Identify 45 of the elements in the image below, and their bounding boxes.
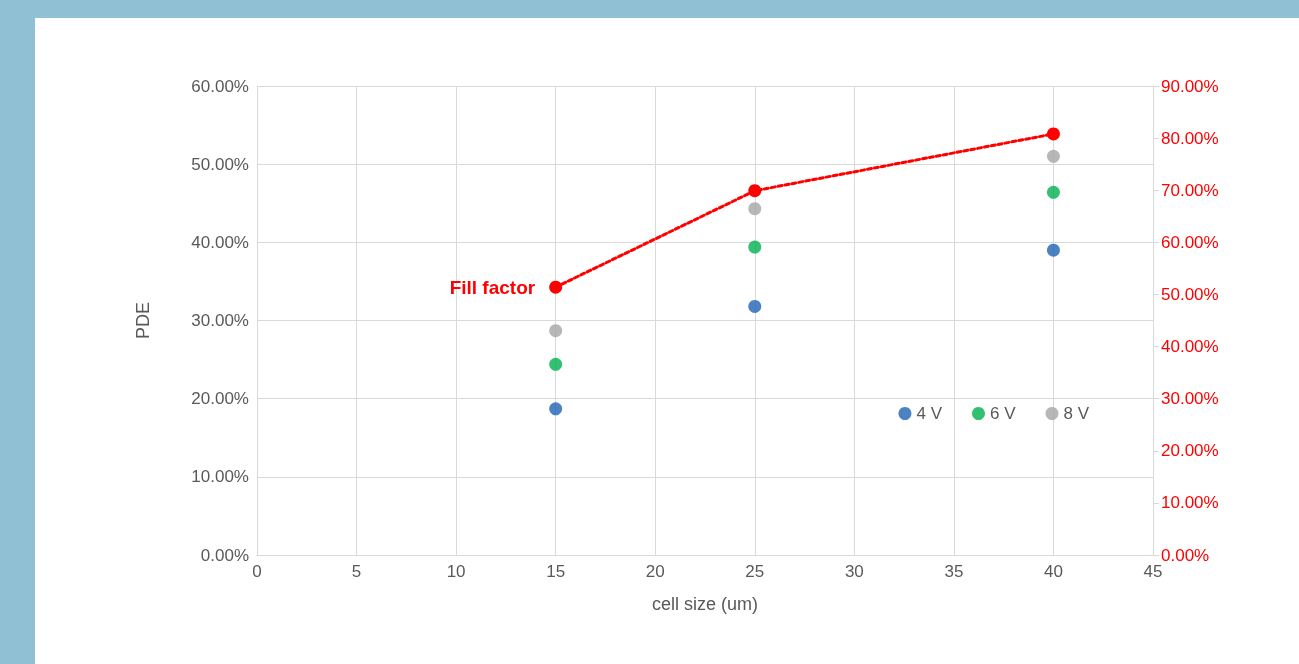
x-tick-label: 45 <box>1143 562 1163 581</box>
point <box>748 299 762 313</box>
point <box>549 357 563 371</box>
y-tick-label: 0.00% <box>200 545 249 565</box>
x-tick-label: 15 <box>546 562 566 581</box>
y2-tick-label: 50.00% <box>1161 284 1219 304</box>
y2-tick-label: 80.00% <box>1161 128 1219 148</box>
x-tick-label: 30 <box>844 562 864 581</box>
x-tick-label: 0 <box>252 562 262 581</box>
y2-tick-label: 60.00% <box>1161 232 1219 252</box>
point <box>1046 243 1060 257</box>
point <box>549 324 563 338</box>
y2-tick-label: 40.00% <box>1161 337 1219 357</box>
legend-label: 8 V <box>1063 404 1090 423</box>
y-tick-label: 60.00% <box>191 76 249 96</box>
y2-tick-label: 10.00% <box>1161 493 1219 513</box>
point <box>1046 127 1060 141</box>
y2-tick-label: 20.00% <box>1161 441 1219 461</box>
y2-tick-label: 0.00% <box>1161 545 1210 565</box>
point <box>748 202 762 216</box>
x-axis-title: cell size (um) <box>651 594 759 614</box>
point <box>1046 185 1060 199</box>
y2-tick-label: 70.00% <box>1161 180 1219 200</box>
y-tick-label: 10.00% <box>191 467 249 487</box>
point <box>549 402 563 416</box>
y2-tick-label: 30.00% <box>1161 389 1219 409</box>
series-label: Fill factor <box>449 276 536 298</box>
y-tick-label: 20.00% <box>191 389 249 409</box>
x-tick-label: 10 <box>446 562 466 581</box>
y-tick-label: 40.00% <box>191 232 249 252</box>
y-axis-title: PDE <box>133 301 153 340</box>
x-tick-label: 20 <box>645 562 665 581</box>
legend-label: 6 V <box>989 404 1017 423</box>
x-tick-label: 35 <box>944 562 964 581</box>
x-tick-label: 5 <box>351 562 362 581</box>
y-tick-label: 30.00% <box>191 311 249 330</box>
point <box>748 240 762 254</box>
point <box>1046 149 1060 163</box>
point <box>748 184 762 198</box>
point <box>549 280 563 294</box>
x-tick-label: 40 <box>1043 562 1063 581</box>
y-tick-label: 50.00% <box>191 154 249 174</box>
y2-tick-label: 90.00% <box>1161 76 1219 96</box>
legend-label: 4 V <box>916 404 943 423</box>
x-tick-label: 25 <box>745 562 765 581</box>
